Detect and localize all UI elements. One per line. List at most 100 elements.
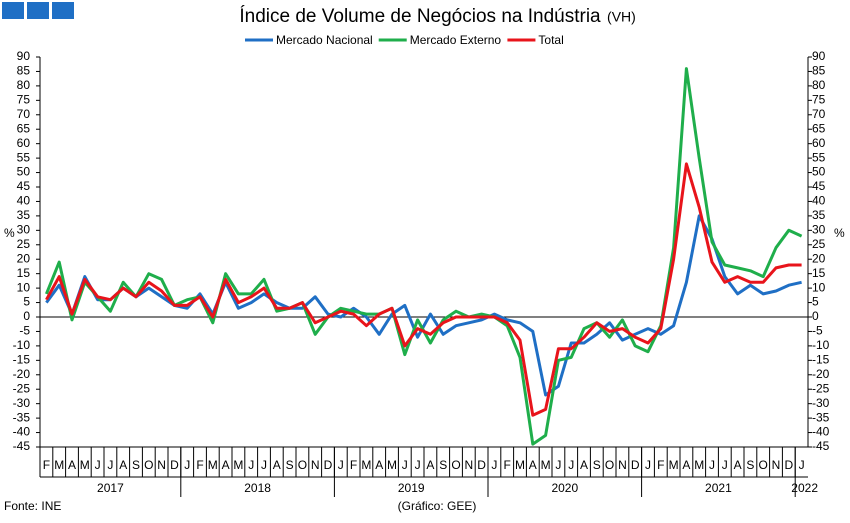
y-tick-label: 45 bbox=[17, 179, 31, 193]
x-tick-label: N bbox=[618, 458, 627, 472]
x-tick-label: M bbox=[694, 458, 704, 472]
x-tick-label: N bbox=[772, 458, 781, 472]
year-label: 2020 bbox=[551, 481, 578, 495]
credit: (Gráfico: GEE) bbox=[398, 499, 477, 513]
x-tick-label: J bbox=[568, 458, 574, 472]
x-tick-label: F bbox=[504, 458, 511, 472]
y2-tick-label: 50 bbox=[812, 165, 826, 179]
y2-tick-label: -5 bbox=[812, 324, 823, 338]
year-label: 2018 bbox=[244, 481, 271, 495]
year-label: 2019 bbox=[398, 481, 425, 495]
y-tick-label: 80 bbox=[17, 78, 31, 92]
y2-tick-label: 55 bbox=[812, 150, 826, 164]
x-tick-label: M bbox=[669, 458, 679, 472]
year-label: 2017 bbox=[97, 481, 124, 495]
logo-block bbox=[52, 2, 74, 19]
y2-tick-label: 0 bbox=[812, 309, 819, 323]
x-tick-label: O bbox=[144, 458, 153, 472]
series-line bbox=[45, 214, 802, 397]
x-tick-label: J bbox=[722, 458, 728, 472]
y2-tick-label: 75 bbox=[812, 93, 826, 107]
series-line bbox=[45, 162, 802, 417]
year-label: 2021 bbox=[705, 481, 732, 495]
x-tick-label: A bbox=[426, 458, 434, 472]
y-tick-label: 75 bbox=[17, 93, 31, 107]
x-tick-label: J bbox=[645, 458, 651, 472]
x-tick-label: J bbox=[95, 458, 101, 472]
x-tick-label: M bbox=[361, 458, 371, 472]
x-tick-label: A bbox=[273, 458, 281, 472]
x-tick-label: M bbox=[80, 458, 90, 472]
logo-block bbox=[27, 2, 49, 19]
y-tick-label: 15 bbox=[17, 266, 31, 280]
y-tick-label: 5 bbox=[23, 295, 30, 309]
source: Fonte: INE bbox=[4, 499, 61, 513]
y-tick-label: -10 bbox=[13, 338, 31, 352]
x-tick-label: J bbox=[415, 458, 421, 472]
x-tick-label: A bbox=[734, 458, 742, 472]
y-tick-label: 25 bbox=[17, 237, 31, 251]
y2-tick-label: 35 bbox=[812, 208, 826, 222]
x-tick-label: O bbox=[451, 458, 460, 472]
y-tick-label: 35 bbox=[17, 208, 31, 222]
x-tick-label: N bbox=[464, 458, 473, 472]
x-tick-label: M bbox=[541, 458, 551, 472]
y2-tick-label: 5 bbox=[812, 295, 819, 309]
y2-tick-label: -30 bbox=[812, 396, 830, 410]
y2-tick-label: -10 bbox=[812, 338, 830, 352]
x-tick-label: A bbox=[375, 458, 383, 472]
x-tick-label: F bbox=[657, 458, 664, 472]
y2-tick-label: -35 bbox=[812, 410, 830, 424]
legend-label: Total bbox=[538, 33, 563, 47]
x-tick-label: O bbox=[605, 458, 614, 472]
x-tick-label: A bbox=[682, 458, 690, 472]
y-axis-label: % bbox=[4, 226, 15, 240]
y2-tick-label: 30 bbox=[812, 223, 826, 237]
y-tick-label: 0 bbox=[23, 309, 30, 323]
x-tick-label: S bbox=[132, 458, 140, 472]
x-tick-label: M bbox=[387, 458, 397, 472]
x-tick-label: D bbox=[784, 458, 793, 472]
y-tick-label: -25 bbox=[13, 381, 31, 395]
x-tick-label: J bbox=[709, 458, 715, 472]
x-tick-label: J bbox=[248, 458, 254, 472]
y-tick-label: -15 bbox=[13, 353, 31, 367]
y2-tick-label: 15 bbox=[812, 266, 826, 280]
y2-tick-label: 65 bbox=[812, 121, 826, 135]
x-tick-label: S bbox=[286, 458, 294, 472]
y2-tick-label: 90 bbox=[812, 49, 826, 63]
x-tick-label: O bbox=[759, 458, 768, 472]
x-tick-label: A bbox=[68, 458, 76, 472]
y-tick-label: 70 bbox=[17, 107, 31, 121]
x-tick-label: A bbox=[529, 458, 537, 472]
x-tick-label: F bbox=[196, 458, 203, 472]
x-tick-label: D bbox=[477, 458, 486, 472]
x-tick-label: J bbox=[261, 458, 267, 472]
x-tick-label: A bbox=[222, 458, 230, 472]
x-tick-label: J bbox=[555, 458, 561, 472]
year-label: 2022 bbox=[791, 481, 818, 495]
x-tick-label: M bbox=[515, 458, 525, 472]
y2-tick-label: 40 bbox=[812, 194, 826, 208]
x-tick-label: M bbox=[54, 458, 64, 472]
y2-tick-label: -45 bbox=[812, 439, 830, 453]
y-tick-label: 90 bbox=[17, 49, 31, 63]
x-tick-label: D bbox=[324, 458, 333, 472]
y2-tick-label: 80 bbox=[812, 78, 826, 92]
chart-title: Índice de Volume de Negócios na Indústri… bbox=[239, 6, 601, 27]
x-tick-label: J bbox=[338, 458, 344, 472]
x-tick-label: J bbox=[184, 458, 190, 472]
y2-axis-label: % bbox=[834, 226, 845, 240]
x-tick-label: N bbox=[311, 458, 320, 472]
y2-tick-label: -15 bbox=[812, 353, 830, 367]
x-tick-label: S bbox=[439, 458, 447, 472]
y-tick-label: -30 bbox=[13, 396, 31, 410]
legend-label: Mercado Externo bbox=[410, 33, 502, 47]
y-tick-label: -20 bbox=[13, 367, 31, 381]
y2-tick-label: 25 bbox=[812, 237, 826, 251]
y-tick-label: -45 bbox=[13, 439, 31, 453]
x-tick-label: M bbox=[233, 458, 243, 472]
y2-tick-label: -20 bbox=[812, 367, 830, 381]
y-tick-label: 10 bbox=[17, 280, 31, 294]
